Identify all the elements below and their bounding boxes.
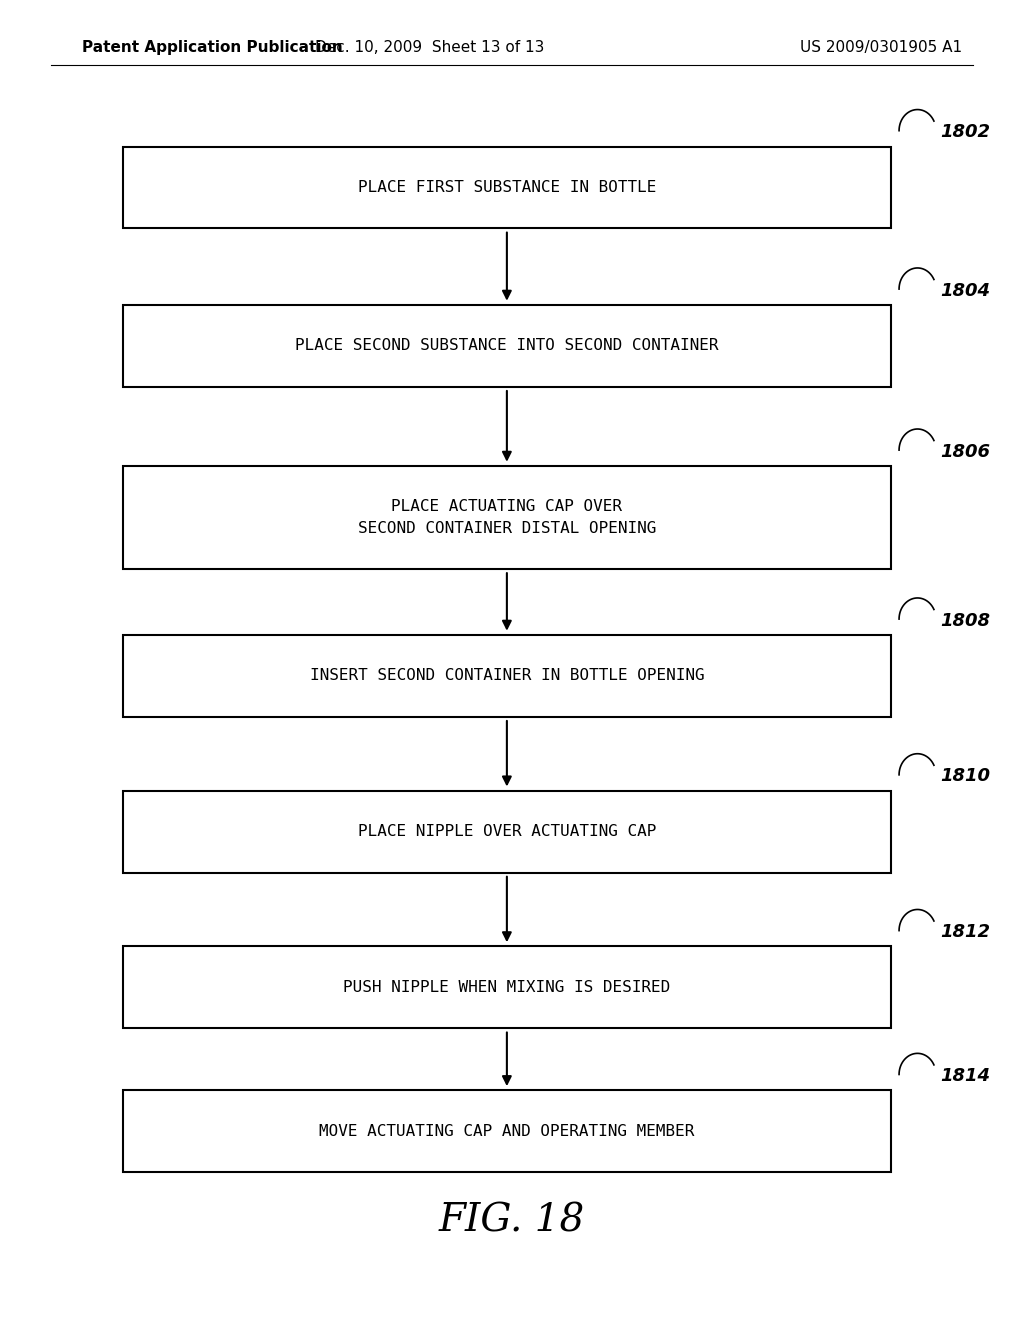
Text: INSERT SECOND CONTAINER IN BOTTLE OPENING: INSERT SECOND CONTAINER IN BOTTLE OPENIN…	[309, 668, 705, 684]
FancyBboxPatch shape	[123, 305, 891, 387]
Text: PUSH NIPPLE WHEN MIXING IS DESIRED: PUSH NIPPLE WHEN MIXING IS DESIRED	[343, 979, 671, 995]
FancyBboxPatch shape	[123, 147, 891, 228]
Text: Dec. 10, 2009  Sheet 13 of 13: Dec. 10, 2009 Sheet 13 of 13	[315, 40, 545, 55]
Text: 1814: 1814	[940, 1067, 990, 1085]
FancyBboxPatch shape	[123, 946, 891, 1028]
Text: 1808: 1808	[940, 611, 990, 630]
Text: PLACE FIRST SUBSTANCE IN BOTTLE: PLACE FIRST SUBSTANCE IN BOTTLE	[357, 180, 656, 195]
Text: PLACE ACTUATING CAP OVER
SECOND CONTAINER DISTAL OPENING: PLACE ACTUATING CAP OVER SECOND CONTAINE…	[357, 499, 656, 536]
Text: 1810: 1810	[940, 767, 990, 785]
FancyBboxPatch shape	[123, 1090, 891, 1172]
Text: MOVE ACTUATING CAP AND OPERATING MEMBER: MOVE ACTUATING CAP AND OPERATING MEMBER	[319, 1123, 694, 1139]
Text: Patent Application Publication: Patent Application Publication	[82, 40, 343, 55]
Text: 1804: 1804	[940, 281, 990, 300]
Text: 1806: 1806	[940, 442, 990, 461]
FancyBboxPatch shape	[123, 635, 891, 717]
Text: PLACE NIPPLE OVER ACTUATING CAP: PLACE NIPPLE OVER ACTUATING CAP	[357, 824, 656, 840]
FancyBboxPatch shape	[123, 791, 891, 873]
Text: 1802: 1802	[940, 123, 990, 141]
Text: 1812: 1812	[940, 923, 990, 941]
Text: FIG. 18: FIG. 18	[439, 1203, 585, 1239]
FancyBboxPatch shape	[123, 466, 891, 569]
Text: PLACE SECOND SUBSTANCE INTO SECOND CONTAINER: PLACE SECOND SUBSTANCE INTO SECOND CONTA…	[295, 338, 719, 354]
Text: US 2009/0301905 A1: US 2009/0301905 A1	[801, 40, 963, 55]
